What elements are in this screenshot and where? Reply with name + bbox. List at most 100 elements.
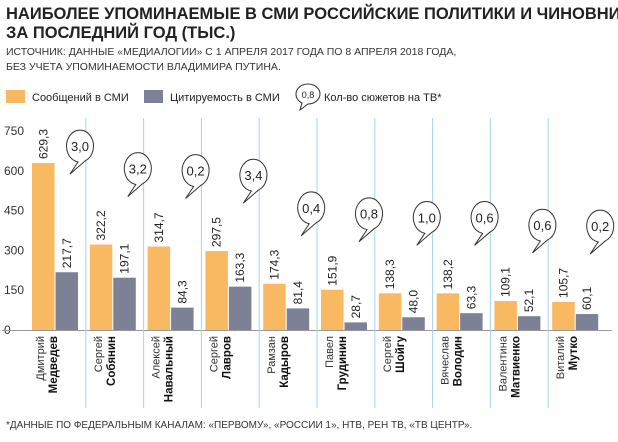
bar-citations-label: 48,0: [407, 290, 421, 314]
x-label-last-name: Шойгу: [395, 335, 407, 372]
x-label-first-name: Рамзан: [266, 336, 278, 374]
bar-citations-label: 163,3: [233, 252, 247, 282]
bar-citations: [517, 316, 541, 330]
bar-citations: [286, 308, 310, 330]
y-tick-label: 750: [4, 124, 24, 138]
bar-citations: [460, 313, 483, 330]
speech-bubble-icon: [355, 197, 383, 243]
x-label-first-name: Дмитрий: [35, 336, 47, 381]
y-tick-label: 600: [4, 164, 24, 178]
x-label-last-name: Лавров: [221, 336, 233, 379]
bar-messages-label: 109,1: [499, 267, 513, 297]
tv-count-label: 3,2: [129, 162, 147, 177]
tv-count-label: 0,8: [360, 207, 378, 222]
y-tick-label: 150: [4, 283, 24, 297]
legend-label-tv: Кол-во сюжетов на ТВ*: [324, 92, 442, 104]
x-label-first-name: Сергей: [208, 336, 220, 372]
bar-messages-label: 138,3: [383, 259, 397, 289]
speech-bubble-icon: [528, 208, 557, 254]
bar-messages: [321, 289, 344, 330]
bar-citations-label: 52,1: [522, 288, 536, 312]
x-label-first-name: Сергей: [93, 336, 105, 372]
bar-messages-label: 314,7: [152, 212, 166, 242]
bar-messages: [32, 163, 55, 330]
bar-messages-label: 629,3: [36, 129, 50, 159]
bar-citations-label: 81,4: [291, 281, 305, 305]
legend-swatch-citations: [144, 90, 163, 103]
legend-speech-bubble-icon: [295, 83, 321, 112]
tv-count-label: 0,4: [302, 201, 320, 216]
tv-bubbles: 3,0 3,2 0,2 3,4 0,4 0,8 1,0 0,6 0,6 0,2: [66, 129, 615, 255]
x-label-first-name: Павел: [324, 336, 336, 368]
bar-messages-label: 322,2: [94, 210, 108, 240]
bar-messages: [494, 301, 517, 330]
bar-citations: [402, 317, 425, 330]
bar-messages: [552, 301, 575, 330]
bar-citations: [228, 286, 252, 330]
bar-citations-label: 197,1: [118, 243, 132, 273]
bar-messages-label: 174,3: [267, 249, 281, 279]
chart-title-line-2: ЗА ПОСЛЕДНИЙ ГОД (ТЫС.): [6, 23, 235, 42]
speech-bubble-icon: [297, 191, 326, 237]
x-label-last-name: Матвиенко: [510, 336, 522, 398]
bar-citations: [171, 307, 194, 330]
bar-messages: [378, 293, 402, 330]
speech-bubble-icon: [66, 129, 94, 175]
tv-count-label: 1,0: [418, 210, 436, 225]
bar-messages: [147, 246, 171, 330]
tv-count-label: 3,4: [244, 168, 262, 183]
bars: 629,3 217,7 322,2 197,1 314,7 84,3 297,5 163,3 1…: [32, 129, 599, 330]
x-label-last-name: Грудинин: [337, 336, 349, 390]
tv-count-label: 0,6: [533, 218, 551, 233]
speech-bubble-icon: [412, 201, 441, 246]
y-tick-label: 450: [4, 204, 24, 218]
tv-count-label: 3,0: [71, 139, 89, 154]
legend-tv-sample-value: 0,8: [302, 90, 315, 100]
x-label-last-name: Медведев: [48, 336, 60, 393]
bar-citations-label: 84,3: [175, 280, 189, 304]
tv-count-label: 0,2: [591, 219, 609, 234]
x-label-first-name: Сергей: [382, 336, 394, 372]
speech-bubble-icon: [181, 154, 210, 199]
x-label-last-name: Собянин: [106, 336, 118, 386]
chart-title-line-1: НАИБОЛЕЕ УПОМИНАЕМЫЕ В СМИ РОССИЙСКИЕ ПО…: [6, 4, 618, 23]
y-tick-label: 300: [4, 243, 24, 257]
x-label-first-name: Виталий: [555, 336, 567, 379]
bar-citations-label: 63,3: [464, 286, 478, 310]
y-axis: 0150300450600750: [2, 124, 612, 337]
legend: Сообщений в СМИ Цитируемость в СМИ 0,8 К…: [6, 83, 442, 112]
bar-messages: [436, 293, 460, 330]
speech-bubble-icon: [123, 152, 152, 197]
speech-bubble-icon: [586, 209, 615, 255]
legend-swatch-messages: [6, 90, 25, 103]
chart-subtitle-line-2: БЕЗ УЧЕТА УПОМИНАЕМОСТИ ВЛАДИМИРА ПУТИНА…: [6, 61, 281, 73]
bar-messages-label: 105,7: [556, 268, 570, 298]
footnote: *ДАННЫЕ ПО ФЕДЕРАЛЬНЫМ КАНАЛАМ: «ПЕРВОМУ…: [6, 420, 472, 431]
bar-citations: [113, 277, 136, 330]
bar-citations-label: 217,7: [60, 238, 74, 268]
tv-count-label: 0,6: [476, 210, 494, 225]
speech-bubble-icon: [470, 201, 499, 246]
x-label-first-name: Вячеслав: [440, 336, 452, 385]
bar-messages-label: 297,5: [210, 217, 224, 247]
legend-label-messages: Сообщений в СМИ: [32, 92, 129, 104]
x-label-last-name: Навальный: [164, 336, 176, 402]
legend-label-citations: Цитируемость в СМИ: [170, 92, 280, 104]
bar-citations-label: 28,7: [349, 295, 363, 319]
x-axis-labels: Дмитрий Медведев Сергей Собянин Алексей Навал…: [35, 335, 580, 402]
x-label-last-name: Кадыров: [279, 336, 291, 388]
bar-messages: [263, 283, 286, 330]
bar-citations: [575, 314, 599, 330]
bar-citations-label: 60,1: [580, 286, 594, 310]
bar-citations: [344, 322, 367, 330]
bar-messages-label: 138,2: [441, 259, 455, 289]
bar-messages-label: 151,9: [325, 255, 339, 285]
x-label-first-name: Валентина: [497, 335, 509, 391]
x-label-last-name: Володин: [453, 336, 465, 386]
bar-messages: [89, 244, 113, 330]
bar-messages: [205, 251, 228, 330]
x-label-last-name: Мутко: [568, 336, 580, 370]
x-label-first-name: Алексей: [151, 336, 163, 379]
speech-bubble-icon: [239, 158, 268, 204]
